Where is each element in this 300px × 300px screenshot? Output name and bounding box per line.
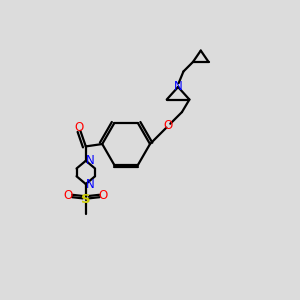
Text: N: N (85, 154, 94, 167)
Text: O: O (64, 190, 73, 202)
Text: N: N (174, 80, 183, 93)
Text: S: S (81, 193, 91, 206)
Text: O: O (164, 119, 173, 132)
Text: O: O (75, 121, 84, 134)
Text: N: N (85, 178, 94, 191)
Text: O: O (98, 190, 108, 202)
